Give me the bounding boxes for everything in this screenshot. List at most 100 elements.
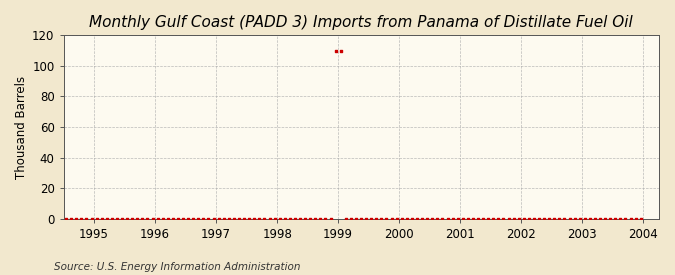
Point [229,216,240,221]
Point [274,216,285,221]
Point [61,216,72,221]
Point [412,216,423,221]
Point [264,216,275,221]
Point [40,216,51,221]
Point [544,216,555,221]
Point [442,216,453,221]
Point [310,216,321,221]
Point [432,216,443,221]
Point [360,216,371,221]
Point [579,216,590,221]
Point [45,216,56,221]
Point [427,216,437,221]
Point [529,216,539,221]
Point [300,216,310,221]
Point [208,216,219,221]
Point [615,216,626,221]
Point [254,216,265,221]
Point [335,48,346,53]
Point [402,216,412,221]
Point [76,216,87,221]
Point [97,216,107,221]
Point [325,216,336,221]
Point [392,216,402,221]
Point [376,216,387,221]
Point [137,216,148,221]
Point [163,216,173,221]
Point [635,216,646,221]
Point [356,216,367,221]
Point [244,216,254,221]
Point [178,216,188,221]
Point [249,216,260,221]
Point [127,216,138,221]
Point [259,216,270,221]
Point [386,216,397,221]
Point [340,216,351,221]
Point [269,216,280,221]
Point [630,216,641,221]
Point [173,216,184,221]
Point [198,216,209,221]
Point [518,216,529,221]
Point [330,48,341,53]
Point [117,216,128,221]
Point [605,216,616,221]
Point [51,216,61,221]
Point [610,216,621,221]
Point [101,216,112,221]
Point [458,216,468,221]
Point [539,216,549,221]
Point [111,216,122,221]
Point [183,216,194,221]
Point [153,216,163,221]
Point [71,216,82,221]
Point [595,216,605,221]
Point [381,216,392,221]
Point [30,216,41,221]
Point [564,216,575,221]
Point [65,216,76,221]
Point [600,216,611,221]
Point [513,216,524,221]
Point [290,216,300,221]
Point [478,216,489,221]
Point [305,216,316,221]
Point [620,216,631,221]
Point [498,216,509,221]
Point [488,216,499,221]
Point [472,216,483,221]
Point [132,216,142,221]
Point [503,216,514,221]
Point [422,216,433,221]
Point [188,216,198,221]
Point [91,216,102,221]
Point [468,216,479,221]
Point [625,216,636,221]
Point [223,216,234,221]
Point [585,216,595,221]
Point [493,216,504,221]
Point [284,216,295,221]
Point [315,216,326,221]
Point [366,216,377,221]
Point [81,216,92,221]
Point [122,216,132,221]
Point [554,216,565,221]
Point [350,216,361,221]
Point [167,216,178,221]
Point [142,216,153,221]
Point [416,216,427,221]
Point [559,216,570,221]
Point [462,216,473,221]
Title: Monthly Gulf Coast (PADD 3) Imports from Panama of Distillate Fuel Oil: Monthly Gulf Coast (PADD 3) Imports from… [89,15,633,30]
Point [396,216,407,221]
Point [320,216,331,221]
Text: Source: U.S. Energy Information Administration: Source: U.S. Energy Information Administ… [54,262,300,272]
Point [508,216,519,221]
Point [406,216,417,221]
Point [234,216,244,221]
Point [574,216,585,221]
Point [218,216,229,221]
Point [279,216,290,221]
